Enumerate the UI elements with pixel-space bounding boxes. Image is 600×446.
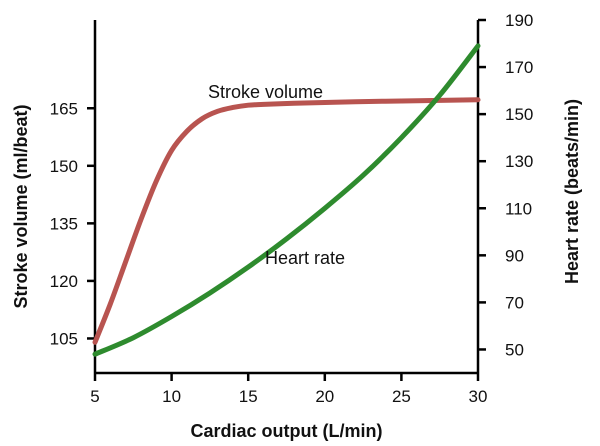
heart-rate-line (92, 43, 481, 357)
x-tick-label: 15 (239, 387, 258, 406)
stroke-volume-annotation: Stroke volume (208, 82, 323, 102)
right-y-tick-label: 130 (505, 152, 533, 171)
right-y-tick-label: 170 (505, 58, 533, 77)
x-tick-label: 30 (469, 387, 488, 406)
right-y-tick-label: 150 (505, 105, 533, 124)
right-y-tick-label: 90 (505, 246, 524, 265)
right-y-tick-label: 190 (505, 11, 533, 30)
stroke-volume-line (92, 97, 481, 345)
axes (93, 20, 480, 375)
left-y-tick-label: 150 (50, 157, 78, 176)
left-y-tick-label: 135 (50, 214, 78, 233)
heart-rate-annotation: Heart rate (265, 248, 345, 268)
x-tick-label: 5 (90, 387, 99, 406)
x-tick-label: 10 (162, 387, 181, 406)
right-y-axis-title: Heart rate (beats/min) (562, 99, 582, 284)
left-y-tick-label: 120 (50, 272, 78, 291)
x-axis-title: Cardiac output (L/min) (191, 421, 383, 441)
right-y-tick-label: 70 (505, 293, 524, 312)
ticks: 5 10 15 20 25 30 105 120 135 150 165 50 70 90 110 130 15… (50, 11, 534, 406)
annotations: Stroke volume Heart rate (208, 82, 345, 268)
left-y-axis-title: Stroke volume (ml/beat) (11, 104, 31, 308)
left-y-tick-label: 165 (50, 99, 78, 118)
left-y-tick-label: 105 (50, 329, 78, 348)
series-lines (92, 43, 481, 357)
right-y-tick-label: 110 (505, 199, 532, 218)
x-tick-label: 25 (392, 387, 411, 406)
right-y-tick-label: 50 (505, 340, 524, 359)
x-tick-label: 20 (315, 387, 334, 406)
